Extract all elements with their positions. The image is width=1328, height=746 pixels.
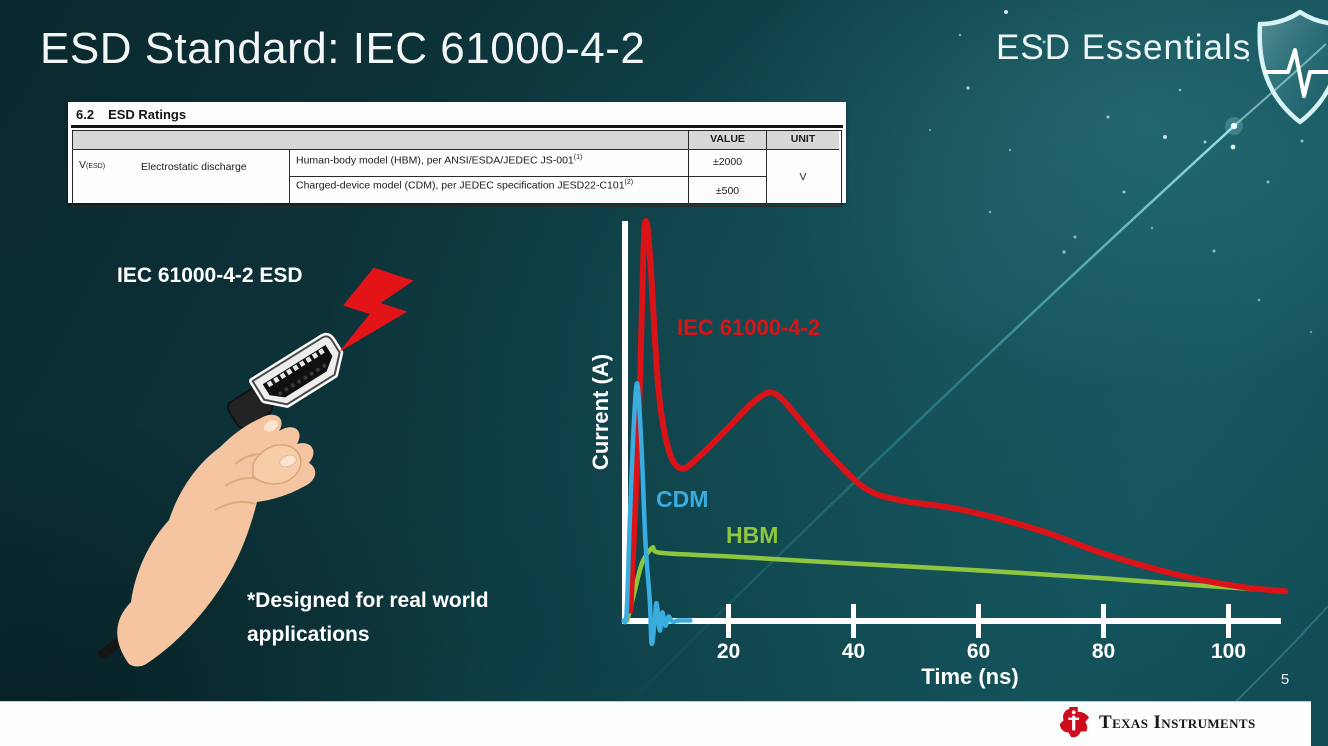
param-symbol-cell: V(ESD): [73, 150, 131, 206]
header-value-cell: VALUE: [688, 130, 766, 150]
series-label-iec: IEC 61000-4-2: [677, 315, 821, 340]
streak-head: [1230, 122, 1238, 130]
table-section-heading: 6.2 ESD Ratings: [70, 105, 844, 124]
pulse-line-icon: [1264, 48, 1328, 98]
index-fingernail: [264, 420, 278, 432]
iec-curve: [627, 218, 1289, 614]
unit-cell: V: [766, 149, 839, 206]
header-blank-cell: [73, 130, 688, 150]
chart-y-axis-label: Current (A): [588, 353, 613, 471]
shield-pulse-icon: [1257, 9, 1328, 125]
shield-outline: [1257, 9, 1328, 125]
footnote-ref: (2): [624, 178, 634, 186]
cdm-desc-cell: Charged-device model (CDM), per JEDEC sp…: [289, 175, 688, 206]
esd-ratings-table: VALUE UNIT V(ESD) Electrostatic discharg…: [72, 129, 842, 207]
table-title-rule: [71, 125, 843, 128]
footer-bar: Texas Instruments: [0, 701, 1311, 746]
footnote-ref: (1): [573, 153, 583, 161]
param-name-cell: Electrostatic discharge: [141, 160, 247, 173]
lightning-bolt-icon: [339, 267, 414, 352]
ti-logo-icon: [1059, 707, 1090, 738]
x-tick-label: 100: [1210, 640, 1247, 663]
illustration-label: IEC 61000-4-2 ESD: [117, 264, 303, 287]
page-number: 5: [1280, 671, 1290, 688]
esd-ratings-panel: 6.2 ESD Ratings VALUE UNIT V(ESD) Electr…: [68, 102, 846, 207]
hand: [117, 414, 316, 667]
x-tick-label: 20: [716, 640, 741, 663]
x-tick-label: 80: [1091, 640, 1116, 663]
chart-x-axis-label: Time (ns): [921, 664, 1019, 689]
cdm-curve: [621, 381, 693, 647]
x-tick-label: 60: [966, 640, 991, 663]
hbm-desc-cell: Human-body model (HBM), per ANSI/ESDA/JE…: [289, 149, 688, 176]
design-note: *Designed for real world applications: [247, 589, 489, 647]
param-symbol-subscript: (ESD): [86, 162, 106, 170]
x-axis-ticks: [726, 604, 1231, 638]
footer-logo-text: Texas Instruments: [1099, 712, 1256, 733]
connector-pin-row2: [278, 363, 327, 396]
table-section-title: ESD Ratings: [108, 107, 187, 122]
cdm-value-cell: ±500: [688, 175, 766, 206]
brand-title: ESD Essentials: [996, 28, 1252, 67]
series-label-hbm: HBM: [726, 522, 779, 548]
streak-glow: [1225, 117, 1243, 135]
thumbnail: [279, 454, 297, 468]
waveform-curves: [621, 218, 1289, 647]
ti-logo: Texas Instruments: [1058, 706, 1256, 740]
connector-pins: [266, 348, 325, 388]
x-tick-labels: 20 40 60 80 100: [0, 640, 1328, 666]
header-unit-cell: UNIT: [766, 130, 839, 150]
param-symbol: V: [79, 158, 87, 171]
hdmi-connector: [227, 332, 344, 429]
hbm-value-cell: ±2000: [688, 149, 766, 176]
x-tick-label: 40: [841, 640, 866, 663]
hand-connector-illustration: [98, 267, 414, 667]
light-streak: [617, 126, 1234, 715]
series-label-cdm: CDM: [656, 486, 709, 512]
page-title: ESD Standard: IEC 61000-4-2: [40, 24, 646, 73]
table-section-number: 6.2: [76, 107, 95, 122]
hbm-curve: [625, 545, 1286, 623]
thumb: [252, 444, 302, 485]
